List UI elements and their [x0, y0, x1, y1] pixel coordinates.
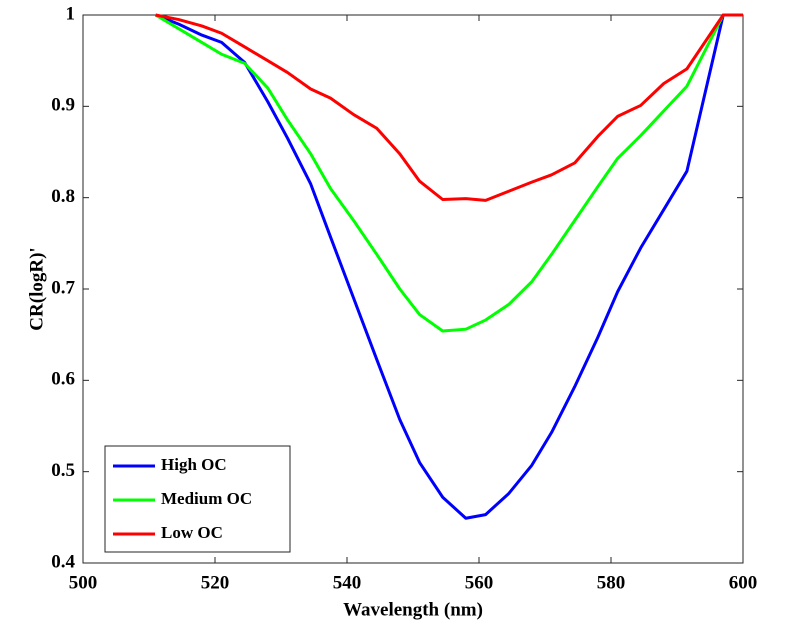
y-tick-label: 0.6 [51, 369, 75, 390]
x-tick-label: 520 [201, 572, 230, 593]
x-tick-label: 500 [69, 572, 98, 593]
x-tick-label: 560 [465, 572, 494, 593]
legend-label: High OC [161, 455, 227, 474]
y-tick-label: 0.7 [51, 277, 75, 298]
line-series [155, 13, 743, 520]
y-tick-label: 0.5 [51, 460, 75, 481]
x-tick-label: 600 [729, 572, 758, 593]
y-tick-label: 0.4 [51, 551, 75, 572]
x-tick-label: 580 [597, 572, 626, 593]
x-axis-label: Wavelength (nm) [343, 599, 483, 620]
y-tick-label: 0.9 [51, 95, 75, 116]
y-tick-label: 1 [66, 3, 76, 24]
line-series [154, 13, 743, 333]
legend-label: Low OC [161, 523, 223, 542]
line-series [155, 13, 743, 202]
legend-label: Medium OC [161, 489, 252, 508]
y-axis-label: CR(logR)' [26, 247, 47, 330]
x-tick-label: 540 [333, 572, 362, 593]
legend: High OC Medium OC Low OC [104, 445, 291, 553]
y-tick-label: 0.8 [51, 186, 75, 207]
